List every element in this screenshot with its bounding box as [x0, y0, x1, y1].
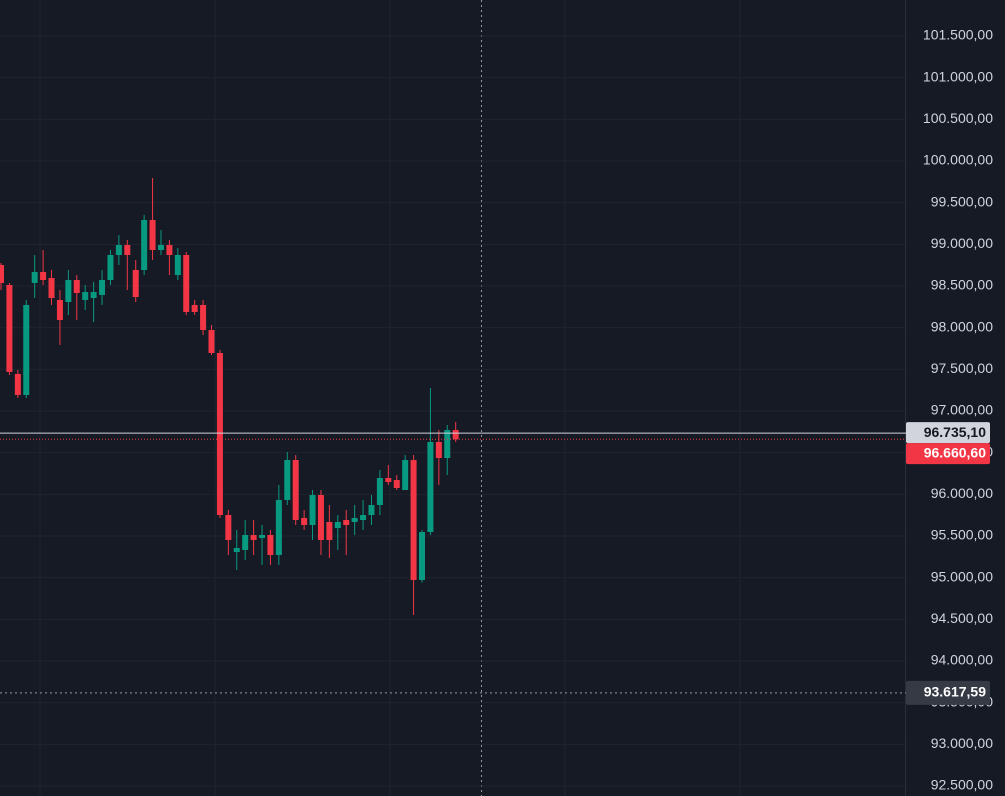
grid — [0, 35, 905, 787]
candle-body — [99, 280, 106, 295]
candle-body — [284, 460, 291, 500]
candle-body — [435, 442, 442, 458]
y-tick-label: 99.000,00 — [931, 235, 993, 251]
candle-body — [166, 245, 173, 255]
candle-body — [115, 245, 122, 255]
y-tick-label: 100.000,00 — [923, 152, 993, 168]
candle-body — [351, 518, 358, 522]
candle-body — [200, 305, 207, 330]
candle-body — [0, 265, 4, 283]
crosshair-label: 93.617,59 — [924, 684, 986, 700]
candle-body — [233, 548, 240, 552]
y-tick-label: 98.500,00 — [931, 277, 993, 293]
candle-body — [132, 270, 139, 297]
candle-body — [376, 478, 383, 505]
candle-body — [40, 272, 47, 280]
candle-body — [326, 522, 333, 540]
candle-body — [427, 442, 434, 532]
candle-body — [82, 292, 89, 300]
candle-body — [242, 535, 249, 550]
y-tick-label: 96.000,00 — [931, 485, 993, 501]
candle-body — [73, 280, 80, 293]
candle-body — [124, 245, 131, 255]
y-tick-label: 98.000,00 — [931, 318, 993, 334]
y-tick-label: 101.000,00 — [923, 68, 993, 84]
candle-body — [48, 278, 55, 298]
candle-body — [14, 374, 21, 395]
candle-body — [385, 478, 392, 482]
candle-body — [157, 245, 164, 250]
candle-body — [6, 285, 13, 372]
candle-body — [309, 495, 316, 525]
crosshair-label-box — [906, 680, 990, 705]
candle-body — [334, 522, 341, 528]
candle-body — [419, 532, 425, 580]
y-tick-label: 92.500,00 — [931, 777, 993, 793]
y-tick-label: 100.500,00 — [923, 110, 993, 126]
candle-body — [174, 255, 181, 275]
y-tick-label: 94.000,00 — [931, 652, 993, 668]
candle-body — [444, 430, 451, 458]
candle-body — [191, 305, 198, 312]
candle-body — [259, 535, 266, 538]
candle-body — [368, 505, 375, 515]
candle-body — [56, 300, 63, 320]
y-tick-label: 97.500,00 — [931, 360, 993, 376]
candle-body — [343, 520, 350, 525]
candle-body — [107, 255, 114, 280]
candle-body — [393, 480, 400, 488]
candle-body — [149, 220, 156, 250]
candle-body — [301, 518, 308, 525]
y-tick-label: 99.500,00 — [931, 193, 993, 209]
candle-body — [65, 280, 72, 302]
y-tick-label: 95.000,00 — [931, 568, 993, 584]
candle-body — [267, 535, 274, 555]
candle-body — [360, 515, 367, 520]
y-tick-label: 95.500,00 — [931, 527, 993, 543]
candle-body — [402, 460, 409, 490]
candle-body — [225, 515, 232, 540]
candle-body — [216, 353, 223, 515]
price-label: 96.735,10 — [924, 424, 986, 440]
price-label-box — [906, 443, 990, 465]
candle-body — [141, 220, 148, 270]
candle-body — [183, 255, 190, 312]
candles — [0, 178, 459, 615]
candle-body — [275, 500, 282, 555]
candle-body — [23, 305, 30, 395]
y-axis-labels: 92.500,0093.000,0093.500,0094.000,0094.5… — [923, 27, 993, 793]
price-label: 96.660,60 — [924, 444, 986, 460]
y-tick-label: 101.500,00 — [923, 27, 993, 43]
y-tick-label: 93.000,00 — [931, 735, 993, 751]
candle-body — [410, 460, 417, 580]
price-label-box — [906, 422, 990, 444]
candle-body — [208, 330, 215, 353]
candle-body — [250, 535, 257, 540]
candle-body — [317, 495, 324, 540]
y-tick-label: 94.500,00 — [931, 610, 993, 626]
candle-body — [31, 272, 38, 283]
vertical-grid — [39, 0, 741, 796]
candle-body — [292, 460, 299, 520]
candle-body — [452, 430, 459, 440]
y-tick-label: 97.000,00 — [931, 402, 993, 418]
candle-body — [90, 292, 97, 298]
